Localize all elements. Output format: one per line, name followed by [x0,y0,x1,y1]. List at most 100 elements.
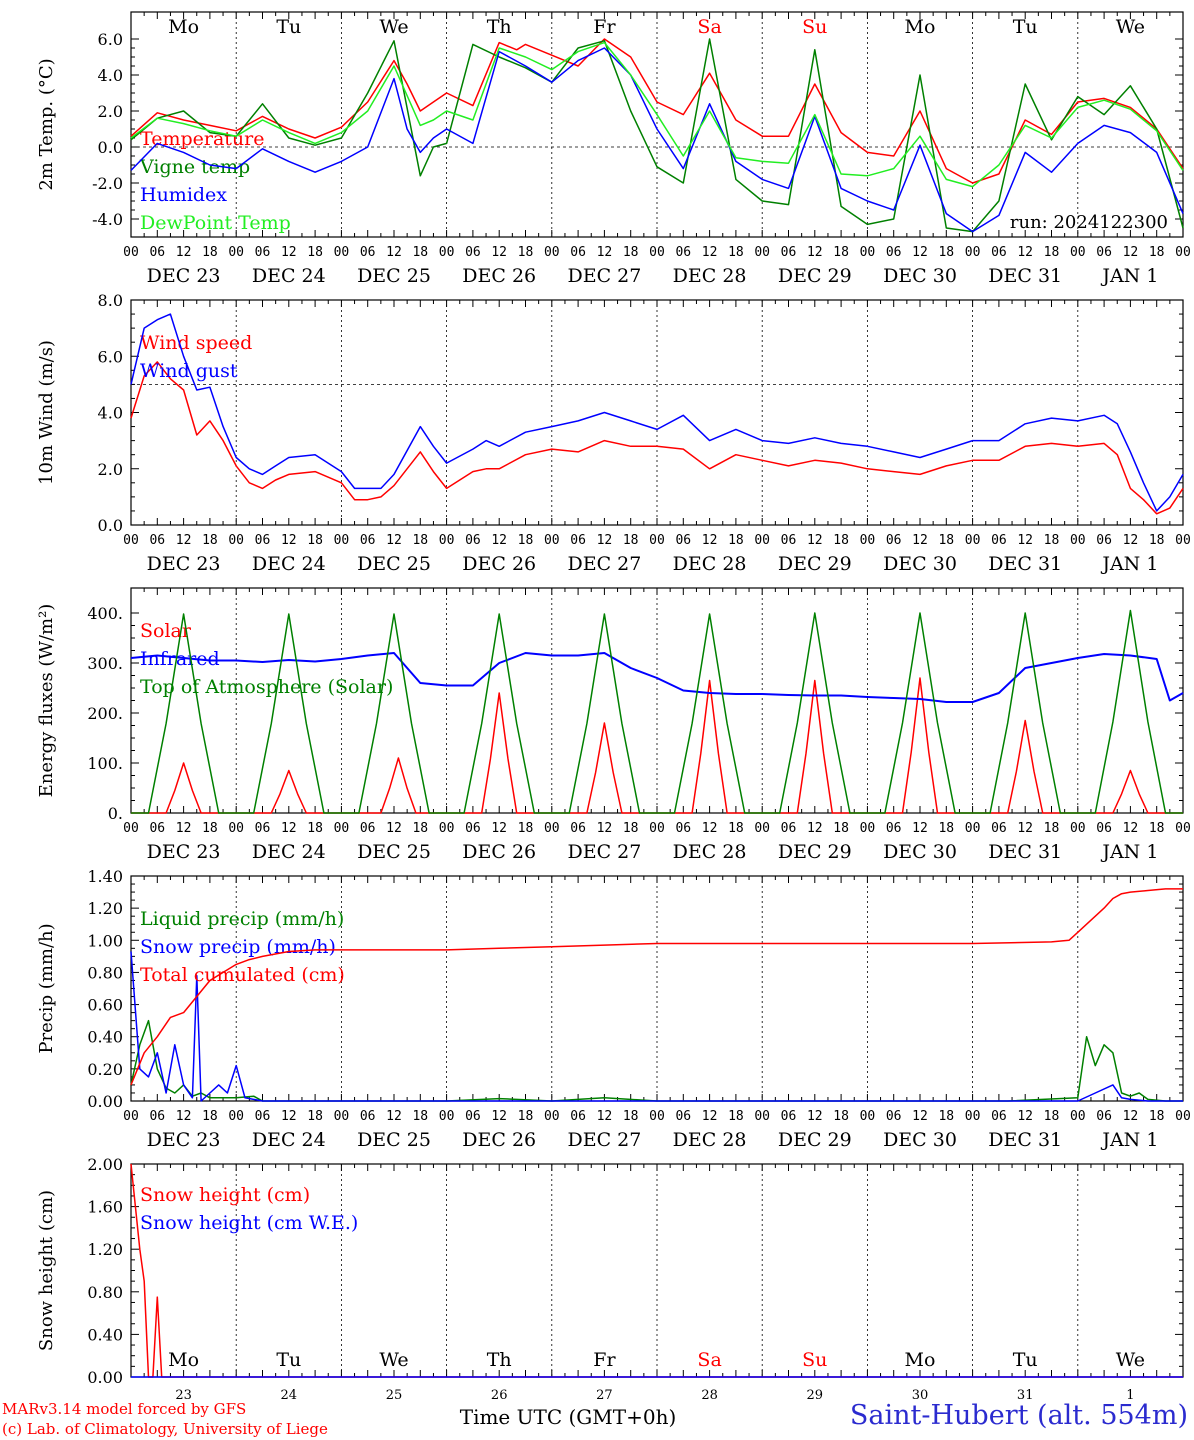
hour-tick-label: 12 [807,1109,823,1124]
y-axis-label: Energy fluxes (W/m²) [36,604,57,798]
hour-tick-label: 00 [439,821,455,836]
y-tick-label: -2.0 [92,174,123,193]
weekday-label: We [1116,16,1145,38]
hour-tick-label: 06 [465,821,481,836]
date-label: DEC 24 [252,553,326,575]
hour-tick-label: 18 [518,1109,534,1124]
y-tick-label: 0.0 [98,138,123,157]
hour-tick-label: 00 [228,245,244,260]
hour-tick-label: 18 [307,821,323,836]
legend-entry: Total cumulated (cm) [140,964,345,986]
hour-tick-label: 00 [1175,821,1191,836]
hour-tick-label: 00 [334,821,350,836]
date-label: DEC 23 [147,1129,221,1151]
hour-tick-label: 06 [886,533,902,548]
hour-tick-label: 12 [912,821,928,836]
legend-entry: DewPoint Temp [140,212,291,234]
y-axis-label: 2m Temp. (°C) [36,58,57,190]
hour-tick-label: 12 [597,821,613,836]
hour-tick-label: 12 [807,245,823,260]
hour-tick-label: 12 [281,821,297,836]
hour-tick-label: 12 [281,1109,297,1124]
hour-tick-label: 00 [334,1109,350,1124]
hour-tick-label: 12 [386,245,402,260]
hour-tick-label: 18 [1149,245,1165,260]
hour-tick-label: 00 [123,821,139,836]
hour-tick-label: 18 [728,1109,744,1124]
hour-tick-label: 18 [518,245,534,260]
date-label: DEC 28 [673,1129,747,1151]
date-label: DEC 30 [883,553,957,575]
hour-tick-label: 18 [1044,245,1060,260]
date-label: DEC 28 [673,553,747,575]
hour-tick-label: 06 [991,245,1007,260]
date-label: DEC 28 [673,265,747,287]
hour-tick-label: 18 [1044,533,1060,548]
hour-tick-label: 12 [176,533,192,548]
day-number-label: 25 [386,1388,403,1400]
hour-tick-label: 06 [360,821,376,836]
hour-tick-label: 18 [623,1109,639,1124]
hour-tick-label: 18 [938,533,954,548]
hour-tick-label: 06 [570,245,586,260]
date-label: DEC 24 [252,1129,326,1151]
hour-tick-label: 18 [938,1109,954,1124]
date-label: DEC 24 [252,265,326,287]
hour-tick-label: 12 [386,533,402,548]
hour-tick-label: 18 [1149,821,1165,836]
hour-tick-label: 12 [281,533,297,548]
hour-tick-label: 06 [781,821,797,836]
hour-tick-label: 06 [675,533,691,548]
hour-tick-label: 18 [518,533,534,548]
hour-tick-label: 18 [623,245,639,260]
hour-tick-label: 06 [255,1109,271,1124]
series-line-red [130,361,1184,515]
hour-tick-label: 00 [965,821,981,836]
legend-entry: Top of Atmosphere (Solar) [140,676,393,698]
y-tick-label: 0.0 [98,516,123,535]
y-tick-label: 0. [108,804,123,823]
day-number-label: 26 [491,1388,508,1400]
series-line-lightgreen [130,41,1184,188]
legend-entry: Liquid precip (mm/h) [140,908,344,930]
date-label: DEC 24 [252,841,326,863]
day-number-label: 24 [281,1388,298,1400]
y-tick-label: 2.00 [87,1155,123,1174]
hour-tick-label: 06 [991,533,1007,548]
hour-tick-label: 12 [702,1109,718,1124]
hour-tick-label: 06 [1096,533,1112,548]
y-tick-label: 100. [87,754,123,773]
hour-tick-label: 18 [833,533,849,548]
hour-tick-label: 18 [1149,1109,1165,1124]
hour-tick-label: 18 [412,1109,428,1124]
hour-tick-label: 06 [886,245,902,260]
hour-tick-label: 12 [1123,245,1139,260]
hour-tick-label: 00 [228,821,244,836]
weekday-label: Mo [168,16,199,38]
weekday-label: Fr [593,16,616,38]
y-tick-label: 1.00 [87,931,123,950]
hour-tick-label: 00 [1070,245,1086,260]
weekday-label: Sa [697,1349,721,1371]
hour-tick-label: 00 [754,821,770,836]
y-tick-label: 2.0 [98,460,123,479]
hour-tick-label: 00 [1070,533,1086,548]
hour-tick-label: 18 [412,821,428,836]
series-line-blue [130,652,1184,703]
hour-tick-label: 06 [465,1109,481,1124]
hour-tick-label: 06 [255,245,271,260]
meteogram-chart: -4.0 -2.0 0.0 2.0 4.0 6.0 2m Temp. (°C) Tempera… [36,11,1191,1400]
y-tick-label: 2.0 [98,102,123,121]
y-axis-label: Snow height (cm) [36,1190,57,1351]
hour-tick-label: 00 [228,533,244,548]
weekday-label: We [1116,1349,1145,1371]
hour-tick-label: 00 [860,533,876,548]
hour-tick-label: 06 [360,1109,376,1124]
date-label: DEC 27 [567,1129,641,1151]
hour-tick-label: 12 [386,1109,402,1124]
date-label: DEC 27 [567,553,641,575]
hour-tick-label: 06 [149,1109,165,1124]
hour-tick-label: 12 [176,245,192,260]
hour-tick-label: 18 [833,821,849,836]
y-tick-label: 6.0 [98,30,123,49]
